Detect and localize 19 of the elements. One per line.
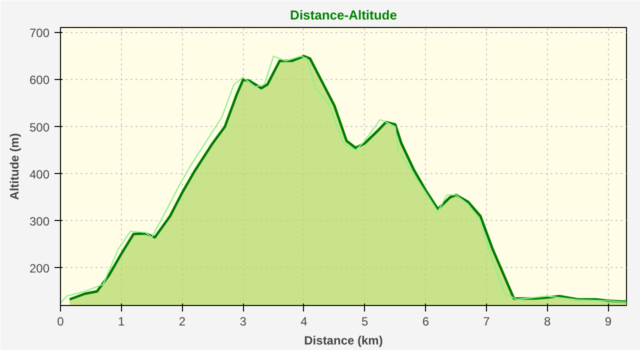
x-tick-label: 8 bbox=[544, 314, 552, 328]
y-axis-title: Altitude (m) bbox=[7, 133, 22, 200]
y-tick-label: 300 bbox=[29, 214, 50, 228]
x-tick-label: 2 bbox=[178, 314, 186, 328]
x-tick-label: 4 bbox=[300, 314, 308, 328]
x-tick-label: 6 bbox=[422, 314, 430, 328]
y-tick-label: 400 bbox=[29, 167, 50, 182]
y-tick-label: 700 bbox=[29, 26, 50, 40]
x-tick-label: 1 bbox=[118, 314, 126, 328]
x-tick-label: 7 bbox=[483, 314, 490, 328]
x-axis-title: Distance (km) bbox=[304, 334, 383, 348]
chart-title: Distance-Altitude bbox=[290, 8, 397, 22]
y-tick-label: 600 bbox=[29, 73, 50, 88]
y-tick-label: 500 bbox=[29, 120, 50, 134]
x-tick-label: 9 bbox=[604, 314, 612, 328]
x-tick-label: 5 bbox=[361, 314, 368, 328]
x-tick-label: 3 bbox=[240, 314, 247, 328]
x-tick-label: 0 bbox=[57, 314, 64, 328]
y-tick-label: 200 bbox=[29, 261, 50, 276]
